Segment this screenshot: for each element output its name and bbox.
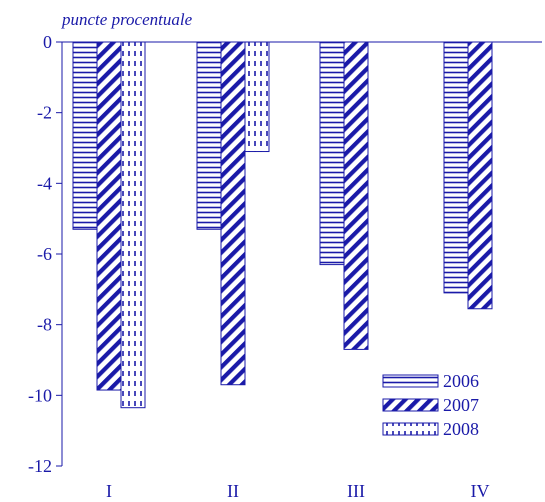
y-axis-unit-label: puncte procentuale bbox=[61, 10, 193, 29]
y-tick-label: -12 bbox=[28, 456, 52, 476]
bar-2007-III bbox=[343, 41, 369, 350]
bar-2006-II bbox=[196, 41, 222, 230]
x-axis-labels: I II III IV bbox=[106, 481, 490, 501]
axes bbox=[61, 41, 542, 466]
bar-2008-I bbox=[120, 41, 146, 409]
bar-2007-IV bbox=[467, 41, 493, 310]
bar-2006-III bbox=[319, 41, 345, 266]
x-category-label: IV bbox=[471, 481, 490, 501]
x-category-label: III bbox=[347, 481, 365, 501]
y-tick-label: -2 bbox=[37, 103, 52, 123]
y-tick-label: -8 bbox=[37, 315, 52, 335]
legend-swatch-2008 bbox=[382, 422, 439, 436]
y-tick-label: -6 bbox=[37, 244, 52, 264]
y-tick-label: 0 bbox=[43, 32, 52, 52]
bar-2006-IV bbox=[443, 41, 469, 294]
bar-2007-II bbox=[220, 41, 246, 386]
legend-swatch-2006 bbox=[382, 374, 439, 388]
legend-label-2006: 2006 bbox=[443, 371, 479, 391]
bar-2008-II bbox=[244, 41, 270, 153]
legend-swatch-2007 bbox=[382, 398, 439, 412]
y-tick-label: -4 bbox=[37, 173, 52, 193]
bar-2006-I bbox=[72, 41, 98, 230]
y-tick-label: -10 bbox=[28, 385, 52, 405]
legend-label-2008: 2008 bbox=[443, 419, 479, 439]
x-category-label: II bbox=[227, 481, 239, 501]
bar-2007-I bbox=[96, 41, 122, 391]
y-axis-ticks: 0 -2 -4 -6 -8 -10 -12 bbox=[28, 32, 62, 476]
legend-label-2007: 2007 bbox=[443, 395, 479, 415]
x-category-label: I bbox=[106, 481, 112, 501]
bars bbox=[72, 41, 493, 409]
legend: 2006 2007 2008 bbox=[382, 371, 479, 439]
